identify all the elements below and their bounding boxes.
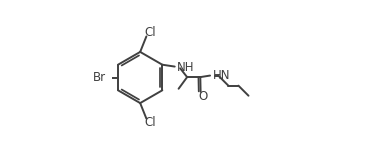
Text: NH: NH: [177, 61, 195, 73]
Text: Cl: Cl: [144, 116, 156, 129]
Text: HN: HN: [213, 69, 230, 82]
Text: Cl: Cl: [144, 26, 156, 39]
Text: O: O: [198, 90, 208, 103]
Text: Br: Br: [93, 71, 106, 84]
